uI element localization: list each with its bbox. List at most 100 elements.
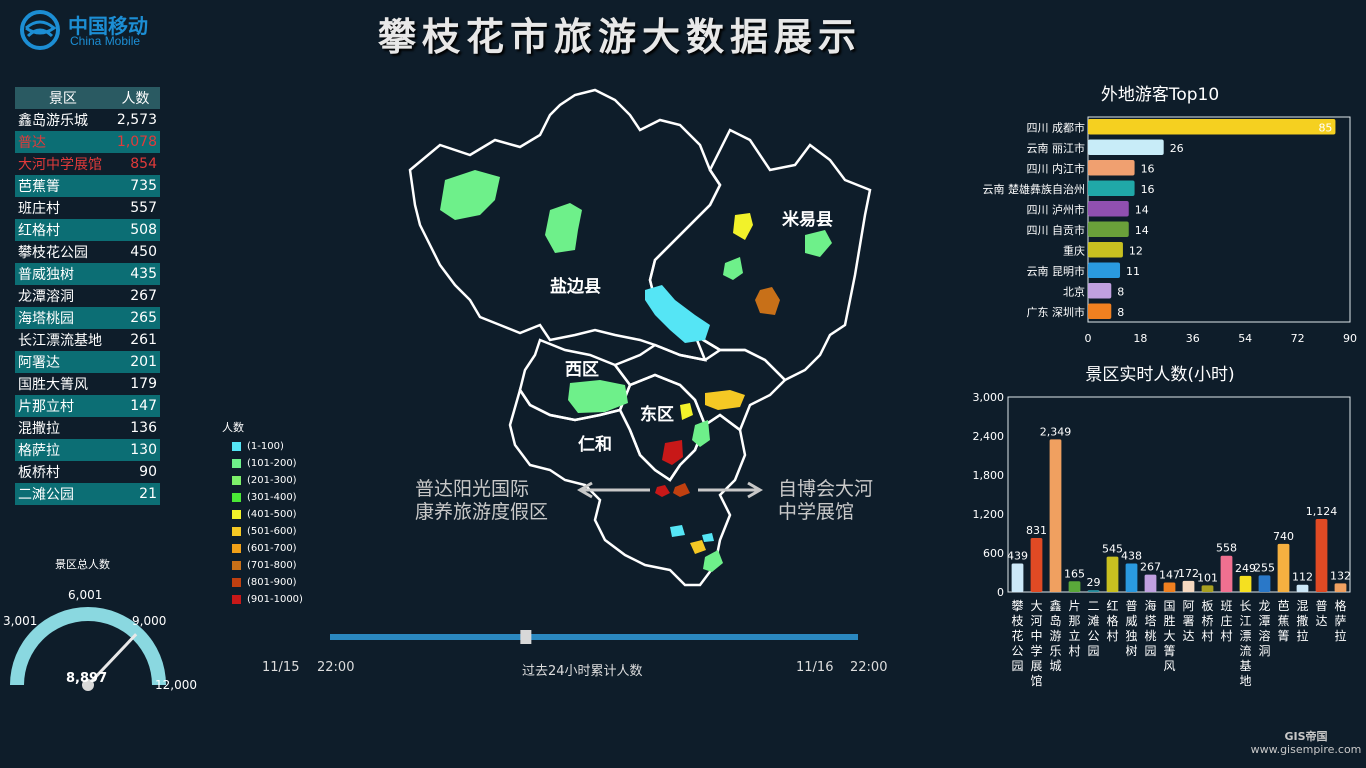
legend-label: (701-800): [247, 560, 297, 571]
china-mobile-icon: [20, 10, 60, 50]
gauge-tick-label: 3,001: [3, 614, 37, 628]
bar[interactable]: [1296, 584, 1309, 592]
watermark-line2: www.gisempire.com: [1250, 743, 1362, 756]
table-row[interactable]: 海塔桃园 265: [15, 307, 160, 329]
table-row[interactable]: 普达 1,078: [15, 131, 160, 153]
bar[interactable]: [1030, 537, 1043, 592]
bar[interactable]: [1088, 242, 1123, 258]
scenic-patch[interactable]: [673, 483, 690, 497]
scenic-patch[interactable]: [545, 203, 582, 253]
bar[interactable]: [1068, 581, 1081, 592]
bar[interactable]: [1049, 439, 1062, 592]
table-row[interactable]: 片那立村 147: [15, 395, 160, 417]
table-row[interactable]: 板桥村 90: [15, 461, 160, 483]
bar[interactable]: [1088, 262, 1121, 279]
bar[interactable]: [1163, 582, 1176, 592]
bar[interactable]: [1106, 556, 1119, 592]
category-label: 阿署达: [1182, 599, 1194, 643]
scenic-patch[interactable]: [805, 230, 832, 257]
bar[interactable]: [1201, 585, 1214, 592]
renhe-district-region[interactable]: [508, 387, 747, 587]
bar[interactable]: [1125, 563, 1138, 592]
table-row[interactable]: 阿署达 201: [15, 351, 160, 373]
scenic-patch[interactable]: [645, 285, 710, 343]
table-row[interactable]: 普威独树 435: [15, 263, 160, 285]
time-slider-track[interactable]: [330, 634, 858, 640]
legend-swatch: [232, 561, 241, 570]
scenic-patch[interactable]: [702, 533, 714, 542]
bar[interactable]: [1088, 283, 1112, 299]
scenic-patch[interactable]: [670, 525, 685, 537]
y-tick-label: 0: [997, 586, 1004, 599]
bar[interactable]: [1220, 555, 1233, 592]
data-label: 14: [1135, 224, 1149, 237]
gauge-needle: [86, 633, 138, 687]
data-label: 29: [1087, 576, 1101, 589]
bar[interactable]: [1334, 583, 1347, 592]
legend-swatch: [232, 510, 241, 519]
bar[interactable]: [1258, 575, 1271, 592]
table-row[interactable]: 二滩公园 21: [15, 483, 160, 505]
table-row[interactable]: 红格村 508: [15, 219, 160, 241]
scenic-patch[interactable]: [568, 380, 628, 413]
bar[interactable]: [1088, 119, 1336, 135]
category-label: 四川 泸州市: [1027, 202, 1086, 216]
table-row[interactable]: 国胜大箐风 179: [15, 373, 160, 395]
bar[interactable]: [1315, 518, 1328, 592]
table-header-row: 景区 人数: [15, 87, 160, 109]
data-label: 267: [1140, 561, 1161, 574]
page-title: 攀枝花市旅游大数据展示: [377, 14, 862, 59]
bar[interactable]: [1088, 201, 1129, 217]
table-row[interactable]: 班庄村 557: [15, 197, 160, 219]
category-label: 片那立村: [1068, 599, 1080, 658]
legend-swatch: [232, 578, 241, 587]
table-row[interactable]: 格萨拉 130: [15, 439, 160, 461]
scenic-name-cell: 芭蕉箐: [15, 175, 111, 197]
visitor-count-cell: 735: [110, 175, 160, 197]
column-header-count: 人数: [110, 87, 160, 109]
table-row[interactable]: 龙潭溶洞 267: [15, 285, 160, 307]
table-row[interactable]: 大河中学展馆 854: [15, 153, 160, 175]
table-row[interactable]: 芭蕉箐 735: [15, 175, 160, 197]
bar[interactable]: [1088, 180, 1135, 197]
table-row[interactable]: 鑫岛游乐城 2,573: [15, 109, 160, 131]
bar[interactable]: [1239, 575, 1252, 592]
scenic-patch[interactable]: [692, 420, 710, 447]
scenic-patch[interactable]: [440, 170, 500, 220]
bar[interactable]: [1088, 303, 1112, 320]
bar[interactable]: [1277, 543, 1290, 592]
scenic-patch[interactable]: [703, 550, 723, 572]
scenic-patch[interactable]: [690, 540, 706, 554]
scenic-patch[interactable]: [755, 287, 780, 315]
bar[interactable]: [1088, 221, 1129, 238]
right-note-line1: 自博会大河: [778, 478, 873, 500]
dongqu-district-region[interactable]: [618, 373, 707, 482]
bar[interactable]: [1088, 160, 1135, 176]
data-label: 740: [1273, 530, 1294, 543]
time-slider[interactable]: [330, 630, 858, 644]
scenic-patch[interactable]: [655, 485, 670, 497]
scenic-patch[interactable]: [733, 213, 753, 240]
table-row[interactable]: 混撒拉 136: [15, 417, 160, 439]
chart-plot-area: [1007, 396, 1351, 593]
bar[interactable]: [1088, 139, 1164, 156]
table-row[interactable]: 攀枝花公园 450: [15, 241, 160, 263]
visitor-count-cell: 1,078: [110, 131, 160, 153]
scenic-name-cell: 长江漂流基地: [15, 329, 111, 351]
legend-swatch: [232, 527, 241, 536]
gauge-value: 8,897: [66, 671, 107, 686]
scenic-patch[interactable]: [723, 257, 743, 280]
category-label: 海塔桃园: [1144, 598, 1156, 658]
visitor-count-cell: 2,573: [110, 109, 160, 131]
table-row[interactable]: 长江漂流基地 261: [15, 329, 160, 351]
bar[interactable]: [1011, 563, 1024, 592]
scenic-patch[interactable]: [680, 403, 693, 420]
bar[interactable]: [1144, 574, 1157, 592]
scenic-patch[interactable]: [662, 440, 683, 465]
legend-label: (501-600): [247, 526, 297, 537]
scenic-patch[interactable]: [705, 390, 745, 410]
miyi-county-region[interactable]: [648, 128, 872, 382]
bar[interactable]: [1182, 580, 1195, 592]
bar[interactable]: [1087, 590, 1100, 592]
time-slider-thumb[interactable]: [520, 630, 532, 644]
